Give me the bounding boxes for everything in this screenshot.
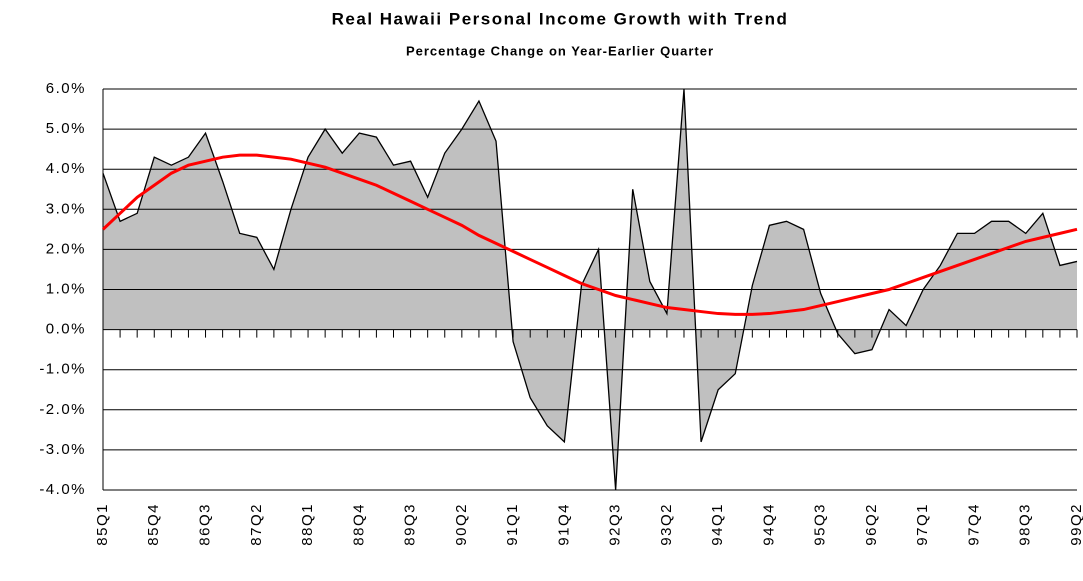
x-tick-label: 92Q3	[607, 503, 624, 546]
x-tick-label: 87Q2	[248, 503, 265, 546]
x-tick-label: 88Q4	[350, 503, 367, 546]
x-tick-label: 91Q1	[504, 503, 521, 546]
y-tick-label: 2.0%	[46, 240, 86, 257]
y-tick-label: -3.0%	[39, 441, 86, 458]
x-tick-label: 94Q4	[760, 503, 777, 546]
y-tick-label: 4.0%	[46, 160, 86, 177]
y-tick-label: 0.0%	[46, 321, 86, 338]
y-tick-label: -1.0%	[39, 361, 86, 378]
x-tick-label: 95Q3	[812, 503, 829, 546]
chart-title: Real Hawaii Personal Income Growth with …	[332, 9, 789, 28]
y-tick-label: 6.0%	[46, 80, 86, 97]
y-tick-label: 5.0%	[46, 120, 86, 137]
x-tick-label: 86Q3	[196, 503, 213, 546]
y-tick-label: 1.0%	[46, 280, 86, 297]
x-tick-label: 89Q3	[402, 503, 419, 546]
x-tick-label: 96Q2	[863, 503, 880, 546]
x-tick-label: 99Q2	[1068, 503, 1083, 546]
x-tick-label: 97Q1	[914, 503, 931, 546]
x-tick-label: 90Q2	[453, 503, 470, 546]
y-tick-label: -2.0%	[39, 401, 86, 418]
trend-line	[101, 153, 1078, 316]
y-tick-label: 3.0%	[46, 200, 86, 217]
chart-subtitle: Percentage Change on Year-Earlier Quarte…	[406, 43, 714, 58]
x-tick-label: 93Q2	[658, 503, 675, 546]
x-tick-label: 98Q3	[1017, 503, 1034, 546]
x-tick-label: 94Q1	[709, 503, 726, 546]
x-tick-label: 85Q1	[94, 503, 111, 546]
x-tick-label: 88Q1	[299, 503, 316, 546]
x-tick-label: 91Q4	[555, 503, 572, 546]
x-tick-label: 85Q4	[145, 503, 162, 546]
y-tick-label: -4.0%	[39, 481, 86, 498]
area-outline	[102, 88, 1078, 491]
x-tick-label: 97Q4	[965, 503, 982, 546]
